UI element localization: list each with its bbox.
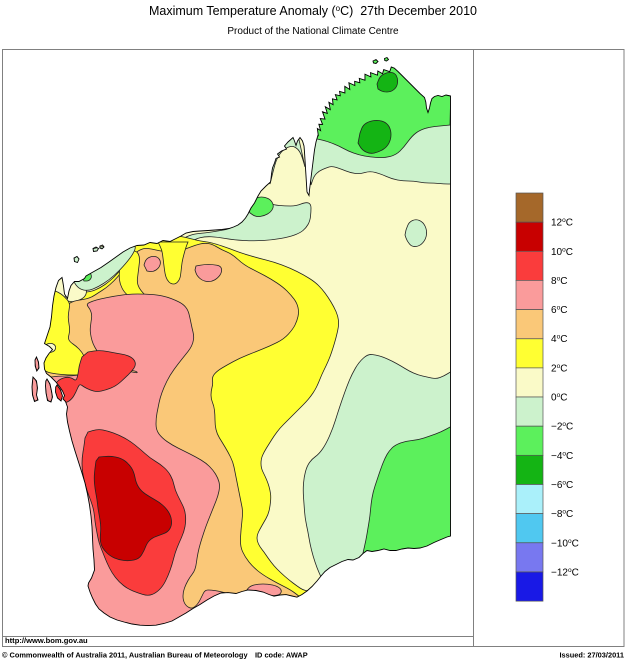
svg-text:−12oC: −12oC — [551, 567, 579, 579]
svg-text:Product of the National Climat: Product of the National Climate Centre — [227, 26, 399, 37]
svg-text:6oC: 6oC — [551, 305, 567, 317]
svg-text:−6oC: −6oC — [551, 480, 573, 492]
svg-text:10oC: 10oC — [551, 246, 573, 257]
svg-text:−8oC: −8oC — [551, 509, 573, 521]
svg-text:2oC: 2oC — [551, 363, 567, 375]
svg-text:4oC: 4oC — [551, 334, 567, 346]
svg-text:0oC: 0oC — [551, 392, 567, 404]
svg-text:http://www.bom.gov.au: http://www.bom.gov.au — [5, 636, 88, 645]
svg-text:ID code: AWAP: ID code: AWAP — [255, 651, 308, 659]
svg-text:−10oC: −10oC — [551, 538, 579, 550]
svg-text:−2oC: −2oC — [551, 421, 573, 433]
svg-text:8oC: 8oC — [551, 275, 567, 287]
svg-text:−4oC: −4oC — [551, 450, 573, 462]
svg-text:© Commonwealth of Australia 20: © Commonwealth of Australia 2011, Austra… — [2, 651, 248, 659]
svg-text:Maximum Temperature Anomaly (o: Maximum Temperature Anomaly (oC) 27th De… — [149, 4, 477, 18]
svg-text:Issued: 27/03/2011: Issued: 27/03/2011 — [559, 651, 624, 659]
svg-text:12oC: 12oC — [551, 217, 573, 229]
